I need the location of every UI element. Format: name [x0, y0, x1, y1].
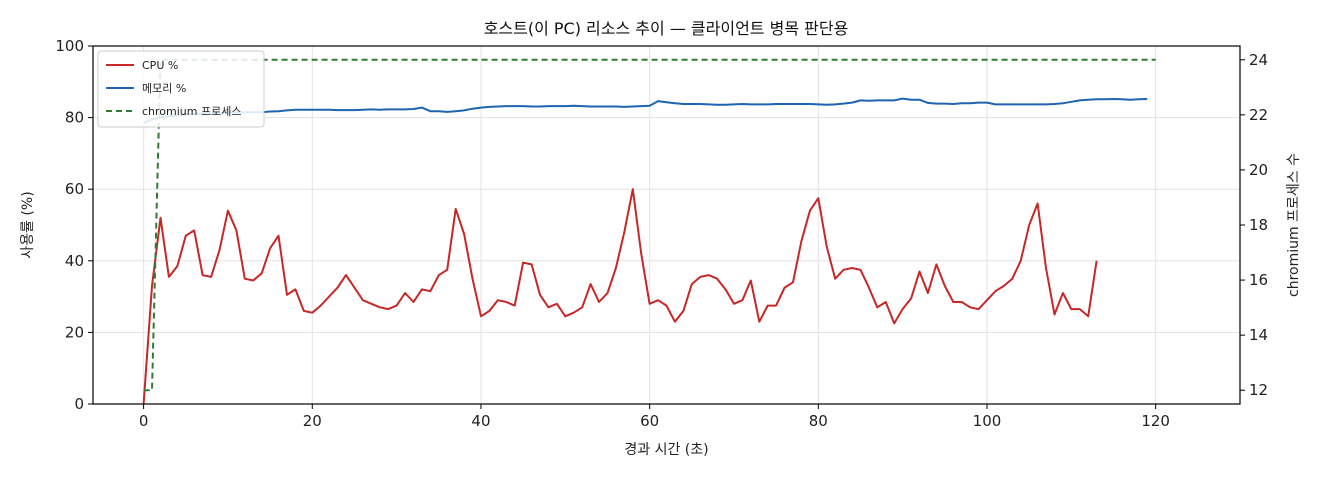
y-right-tick-label: 14 — [1249, 326, 1268, 344]
legend: CPU % 메모리 % chromium 프로세스 — [97, 50, 265, 128]
series-line-0 — [142, 188, 1098, 405]
x-tick-label: 100 — [973, 412, 1002, 430]
legend-label-0: CPU % — [142, 59, 178, 72]
x-tick-label: 20 — [303, 412, 322, 430]
y-axis-label: 사용률 (%) — [20, 191, 36, 258]
y-axis-right-label: chromium 프로세스 수 — [1286, 153, 1302, 297]
legend-label-2: chromium 프로세스 — [142, 105, 241, 118]
y-tick-label: 60 — [65, 180, 84, 198]
series-layer — [142, 58, 1156, 405]
series-line-2 — [143, 58, 1156, 392]
y-right-tick-label: 16 — [1249, 271, 1268, 289]
y-tick-label: 20 — [65, 323, 84, 341]
legend-box — [97, 50, 265, 128]
y-right-tick-label: 18 — [1249, 216, 1268, 234]
axis-layer: 0 20 40 60 80 100 120 0 20 40 60 80 100 12 14 16 18 20 22 2… — [55, 37, 1268, 430]
x-tick-label: 80 — [809, 412, 828, 430]
legend-label-1: 메모리 % — [142, 82, 186, 95]
series-line-1 — [143, 97, 1148, 124]
y-right-tick-label: 22 — [1249, 106, 1268, 124]
chart-title: 호스트(이 PC) 리소스 추이 — 클라이언트 병목 판단용 — [484, 19, 849, 38]
y-tick-label: 40 — [65, 252, 84, 270]
x-tick-label: 60 — [640, 412, 659, 430]
x-axis-label: 경과 시간 (초) — [624, 442, 708, 458]
y-right-tick-label: 12 — [1249, 381, 1268, 399]
x-tick-label: 40 — [471, 412, 490, 430]
y-tick-label: 100 — [55, 37, 84, 55]
y-right-tick-label: 24 — [1249, 51, 1268, 69]
x-tick-label: 120 — [1141, 412, 1170, 430]
y-tick-label: 0 — [74, 395, 84, 413]
x-tick-label: 0 — [139, 412, 149, 430]
y-tick-label: 80 — [65, 109, 84, 127]
y-right-tick-label: 20 — [1249, 161, 1268, 179]
